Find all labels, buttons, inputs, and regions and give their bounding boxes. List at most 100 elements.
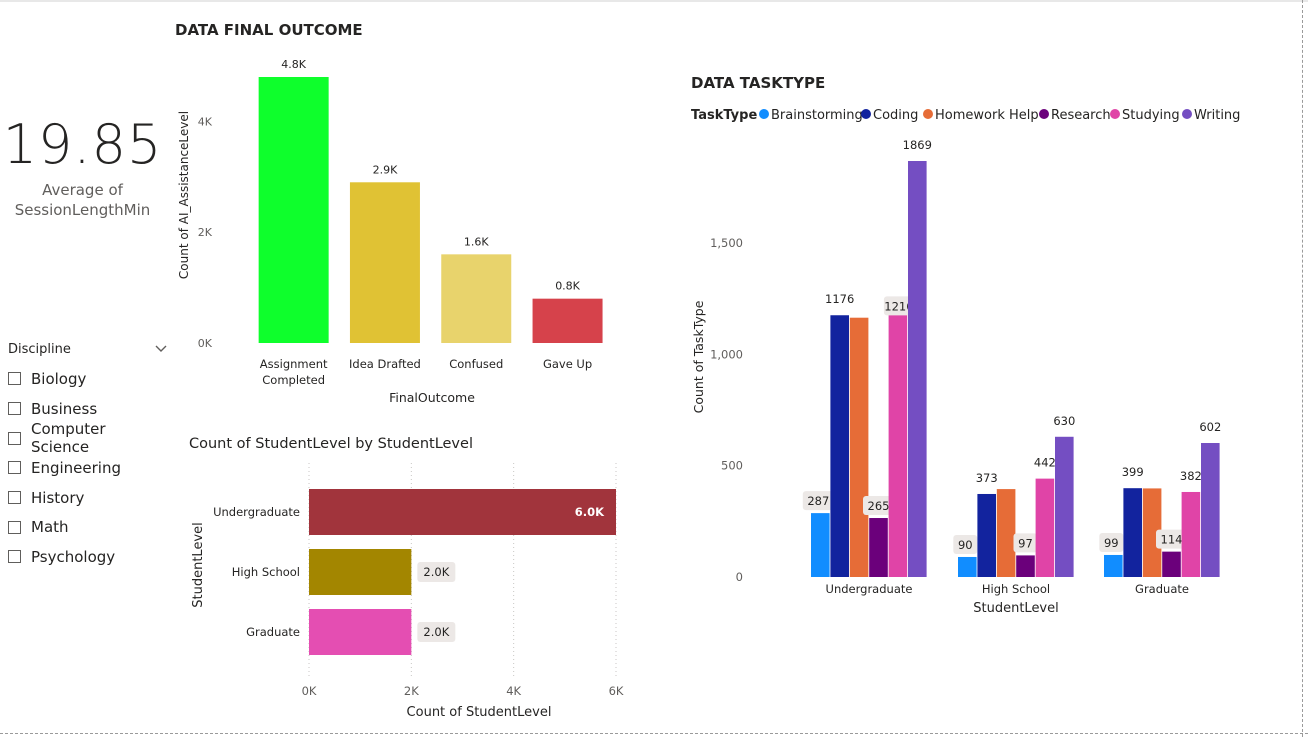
legend-swatch-5 — [1182, 109, 1192, 119]
data-label: 6.0K — [575, 505, 605, 519]
data-label: 442 — [1034, 456, 1056, 470]
x-tick-label: Confused — [449, 357, 503, 371]
kpi-value: 19.85 — [2, 113, 163, 176]
kpi-label-line1: Average of — [42, 181, 123, 199]
bar-0-2 — [849, 317, 869, 577]
y-tick-label: 4K — [198, 115, 213, 128]
y-axis-title: StudentLevel — [191, 522, 206, 608]
data-label: 1176 — [825, 292, 854, 306]
legend-swatch-2 — [923, 109, 933, 119]
bar-0-1 — [830, 315, 849, 577]
y-tick-label: 2K — [198, 226, 213, 239]
x-tick-label: 4K — [506, 684, 521, 698]
data-label-bg — [863, 496, 894, 516]
legend-swatch-1 — [861, 109, 871, 119]
bar-1 — [309, 549, 412, 595]
bar-1-2 — [996, 489, 1016, 577]
y-axis-title: Count of AI_AssistanceLevel — [177, 111, 191, 279]
bar-0-4 — [888, 306, 908, 577]
x-tick-label: 6K — [609, 684, 624, 698]
legend-label: Brainstorming — [771, 108, 863, 123]
slicer-item-business[interactable]: Business — [8, 394, 168, 424]
data-label-bg — [1099, 532, 1124, 552]
bar-0 — [258, 77, 329, 343]
data-label: 265 — [868, 499, 890, 513]
y-tick-label: 1,500 — [710, 236, 743, 250]
chart-title: DATA FINAL OUTCOME — [175, 21, 363, 39]
checkbox[interactable] — [8, 402, 21, 416]
slicer-item-psychology[interactable]: Psychology — [8, 542, 168, 572]
bar-0-0 — [811, 513, 830, 577]
slicer-item-biology[interactable]: Biology — [8, 364, 168, 394]
right-border — [1302, 0, 1303, 737]
chevron-down-icon[interactable] — [154, 342, 168, 356]
slicer-item-label: Math — [31, 518, 69, 537]
checkbox[interactable] — [8, 461, 21, 475]
slicer-item-engineering[interactable]: Engineering — [8, 453, 168, 483]
bar-1-5 — [1055, 436, 1074, 577]
legend-label: Writing — [1194, 108, 1240, 123]
bar-2-0 — [1104, 554, 1123, 577]
checkbox[interactable] — [8, 431, 21, 445]
data-label-bg — [883, 296, 914, 316]
legend-label: Studying — [1122, 108, 1180, 123]
bar-2-1 — [1123, 488, 1142, 577]
slicer-header[interactable]: Discipline — [8, 338, 168, 360]
x-tick-label: Undergraduate — [826, 582, 913, 596]
x-axis-title: FinalOutcome — [389, 390, 475, 405]
data-label-bg — [417, 562, 456, 582]
data-label: 1.6K — [464, 235, 489, 248]
legend-label: Homework Help — [935, 108, 1039, 123]
data-label: 2.0K — [423, 565, 449, 579]
data-label: 114 — [1161, 533, 1183, 547]
slicer-item-history[interactable]: History — [8, 483, 168, 513]
chart-title: Count of StudentLevel by StudentLevel — [189, 436, 473, 452]
y-tick-label: 500 — [721, 459, 743, 473]
data-label: 373 — [976, 471, 998, 485]
checkbox[interactable] — [8, 550, 21, 564]
bar-0 — [309, 489, 616, 535]
data-label: 382 — [1180, 469, 1202, 483]
top-border — [0, 0, 1308, 2]
y-tick-label: 1,000 — [710, 347, 743, 361]
bar-3 — [532, 298, 603, 343]
kpi-card: 19.85 Average of SessionLengthMin — [0, 110, 165, 220]
x-tick-label: Gave Up — [543, 357, 592, 371]
data-label: 99 — [1104, 536, 1119, 550]
discipline-slicer: Discipline Biology Business Computer Scien… — [8, 338, 168, 572]
data-label-bg — [802, 491, 834, 511]
y-tick-label: Graduate — [246, 625, 300, 639]
checkbox[interactable] — [8, 372, 21, 386]
x-tick-label: Idea Drafted — [349, 357, 421, 371]
x-tick-label: Graduate — [1135, 582, 1189, 596]
data-label: 287 — [807, 494, 829, 508]
x-tick-label: Completed — [262, 373, 325, 387]
x-tick-label: 2K — [404, 684, 419, 698]
data-label: 2.9K — [373, 163, 398, 176]
checkbox[interactable] — [8, 491, 21, 505]
y-tick-label: 0 — [736, 570, 743, 584]
slicer-item-computer-science[interactable]: Computer Science — [8, 420, 168, 456]
x-tick-label: 0K — [302, 684, 317, 698]
legend-title: TaskType — [691, 108, 757, 123]
data-label: 1869 — [903, 138, 932, 152]
bar-2-3 — [1162, 551, 1181, 577]
data-label-bg — [417, 622, 456, 642]
data-label: 90 — [958, 538, 973, 552]
bar-1-1 — [977, 493, 996, 577]
legend-swatch-4 — [1110, 109, 1120, 119]
x-axis-title: Count of StudentLevel — [407, 705, 552, 720]
data-label-bg — [953, 534, 978, 554]
chart-title: DATA TASKTYPE — [691, 74, 825, 92]
checkbox[interactable] — [8, 520, 21, 534]
data-label: 602 — [1199, 420, 1221, 434]
slicer-item-label: Engineering — [31, 458, 121, 477]
bar-0-5 — [908, 161, 927, 577]
legend-swatch-3 — [1039, 109, 1049, 119]
data-label: 4.8K — [281, 58, 306, 71]
kpi-label-line2: SessionLengthMin — [14, 201, 151, 219]
data-label-bg — [1156, 529, 1187, 549]
slicer-item-math[interactable]: Math — [8, 512, 168, 542]
